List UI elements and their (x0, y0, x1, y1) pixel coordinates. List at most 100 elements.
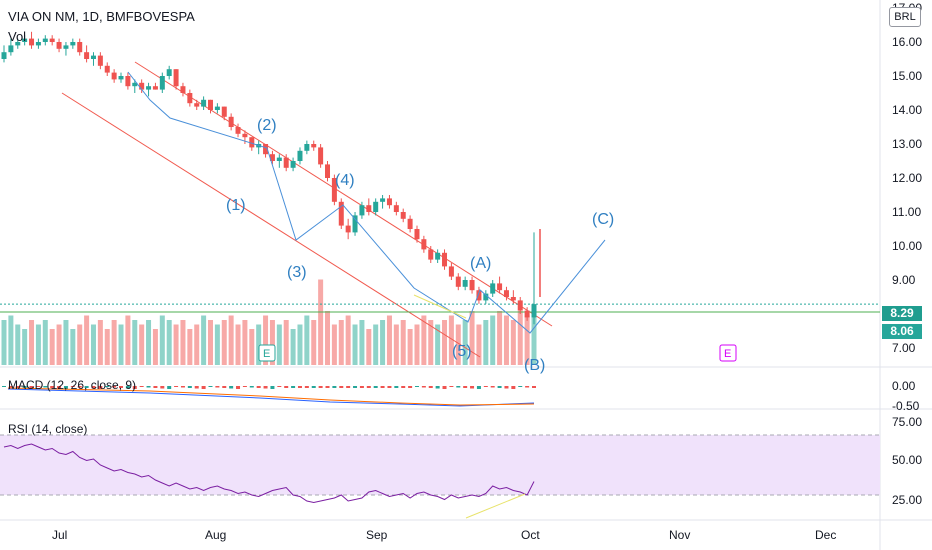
candle-body (207, 99, 213, 110)
macd-histogram-bar (497, 386, 502, 388)
candle-body (49, 38, 55, 42)
candle-body (497, 283, 503, 291)
volume-bar (393, 324, 399, 365)
macd-histogram-bar (442, 386, 447, 389)
macd-histogram-bar (153, 386, 158, 388)
macd-histogram-bar (167, 386, 172, 389)
macd-histogram-bar (270, 386, 275, 389)
volume-bar (187, 329, 193, 365)
volume-bar (84, 315, 90, 365)
volume-bar (235, 324, 241, 365)
earnings-marker-label: E (724, 348, 731, 360)
candle-body (448, 266, 454, 277)
macd-histogram-bar (256, 386, 261, 388)
volume-bar (331, 324, 337, 365)
rsi-tick-label: 50.00 (892, 453, 922, 467)
currency-button[interactable]: BRL (889, 7, 921, 27)
last-price-badge: 8.29 (882, 306, 922, 321)
candle-body (214, 106, 220, 110)
candle-body (400, 212, 406, 219)
macd-histogram-bar (373, 386, 378, 388)
candle-body (524, 310, 530, 318)
volume-bar (42, 320, 48, 365)
candle-body (111, 72, 117, 80)
volume-bar (77, 324, 83, 365)
volume-title[interactable]: Vol (8, 29, 27, 44)
volume-bar (228, 315, 234, 365)
macd-signal-line (7, 387, 535, 406)
time-tick-label: Sep (366, 528, 388, 542)
volume-bar (15, 324, 21, 365)
price-tick-label: 14.00 (892, 103, 922, 117)
prev-close-badge: 8.06 (882, 324, 922, 339)
volume-bar (476, 324, 482, 365)
candle-body (414, 229, 420, 240)
volume-bar (366, 329, 372, 365)
macd-histogram-bar (98, 386, 103, 389)
volume-bar (311, 320, 317, 365)
volume-bar (407, 329, 413, 365)
candle-body (517, 300, 523, 311)
candle-body (421, 239, 427, 250)
macd-histogram-bar (29, 386, 34, 389)
macd-histogram-bar (318, 386, 323, 388)
volume-bar (8, 315, 14, 365)
time-tick-label: Aug (205, 528, 226, 542)
candle-body (228, 116, 234, 127)
trend-line-yellow (413, 294, 467, 319)
earnings-marker-box (258, 344, 276, 362)
volume-bar (455, 324, 461, 365)
symbol-title[interactable]: VIA ON NM, 1D, BMFBOVESPA (8, 9, 195, 24)
volume-bar (166, 320, 172, 365)
volume-bar (490, 315, 496, 365)
candle-body (442, 252, 448, 267)
volume-bar (97, 320, 103, 365)
macd-histogram-bar (421, 386, 426, 388)
candle-body (366, 205, 372, 212)
macd-histogram-bar (263, 386, 268, 389)
candle-body (15, 42, 21, 46)
volume-bar (297, 324, 303, 365)
candle-body (338, 201, 344, 226)
macd-histogram-bar (435, 386, 440, 389)
elliott-wave-path (127, 71, 606, 334)
macd-histogram-bar (222, 386, 227, 388)
macd-tick-label: -0.50 (892, 399, 920, 413)
volume-bar (435, 324, 441, 365)
rsi-divergence-line (465, 493, 526, 519)
volume-bar (428, 320, 434, 365)
macd-histogram-bar (408, 386, 413, 388)
candle-body (297, 150, 303, 161)
volume-bar (421, 315, 427, 365)
candle-body (84, 52, 90, 59)
channel-upper-line (134, 61, 553, 327)
macd-histogram-bar (132, 386, 137, 389)
macd-histogram-bar (22, 386, 27, 389)
macd-histogram-bar (236, 386, 241, 389)
candle-body (352, 215, 358, 233)
macd-histogram-bar (380, 386, 385, 388)
volume-bar (503, 315, 509, 365)
macd-histogram-bar (490, 386, 495, 388)
candle-body (407, 218, 413, 229)
volume-bar (139, 324, 145, 365)
volume-bar (207, 320, 213, 365)
macd-title[interactable]: MACD (12, 26, close, 9) (8, 378, 137, 392)
volume-bar (180, 320, 186, 365)
macd-histogram-bar (511, 386, 516, 389)
price-tick-label: 13.00 (892, 137, 922, 151)
volume-bar (380, 320, 386, 365)
candle-body (118, 76, 124, 80)
wave-label-6: (B) (524, 357, 545, 374)
macd-histogram-bar (470, 386, 475, 389)
macd-histogram-bar (174, 386, 179, 387)
macd-histogram-bar (387, 386, 392, 388)
rsi-title[interactable]: RSI (14, close) (8, 422, 88, 436)
candle-body (139, 82, 145, 90)
volume-bar (497, 311, 503, 365)
time-tick-label: Nov (669, 528, 690, 542)
candle-body (70, 42, 76, 46)
volume-bar (90, 324, 96, 365)
macd-histogram-bar (353, 386, 358, 388)
